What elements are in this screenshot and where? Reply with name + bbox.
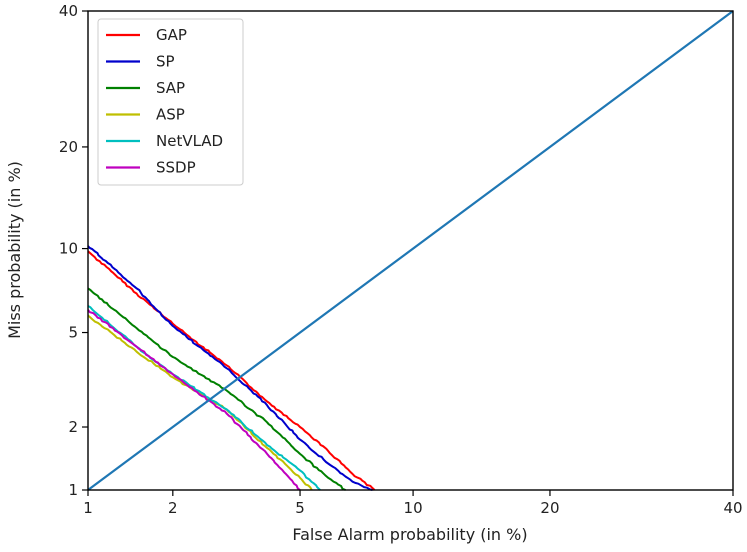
legend-label-gap: GAP (156, 26, 187, 44)
y-tick-label: 10 (59, 240, 78, 258)
legend-label-sp: SP (156, 53, 175, 71)
y-axis: 1 2 5 10 20 40 (59, 2, 88, 499)
legend-label-asp: ASP (156, 106, 185, 124)
y-tick-label: 40 (59, 2, 78, 20)
y-tick-label: 20 (59, 138, 78, 156)
series-line-sp (87, 245, 373, 491)
x-axis-label: False Alarm probability (in %) (292, 525, 527, 544)
x-tick-label: 1 (83, 499, 93, 517)
y-tick-label: 2 (68, 418, 78, 436)
legend-label-netvlad: NetVLAD (156, 132, 223, 150)
series-layer (87, 10, 734, 491)
y-tick-label: 1 (68, 481, 78, 499)
series-line-diagonal (87, 10, 734, 491)
legend-entries: GAP SP SAP ASP NetVLAD SSDP (106, 26, 223, 177)
x-tick-label: 5 (295, 499, 305, 517)
x-tick-label: 20 (540, 499, 559, 517)
series-line-sap (87, 287, 346, 491)
y-tick-label: 5 (68, 324, 78, 342)
series-line-gap (87, 250, 376, 491)
y-axis-label: Miss probability (in %) (5, 161, 24, 339)
legend-label-ssdp: SSDP (156, 159, 196, 177)
x-tick-label: 2 (168, 499, 178, 517)
x-tick-label: 10 (404, 499, 423, 517)
x-tick-label: 40 (723, 499, 742, 517)
x-axis: 1 2 5 10 20 40 (83, 490, 743, 517)
legend-label-sap: SAP (156, 79, 185, 97)
series-line-ssdp (87, 309, 301, 491)
legend: GAP SP SAP ASP NetVLAD SSDP (97, 18, 244, 186)
plot-frame (87, 10, 734, 491)
